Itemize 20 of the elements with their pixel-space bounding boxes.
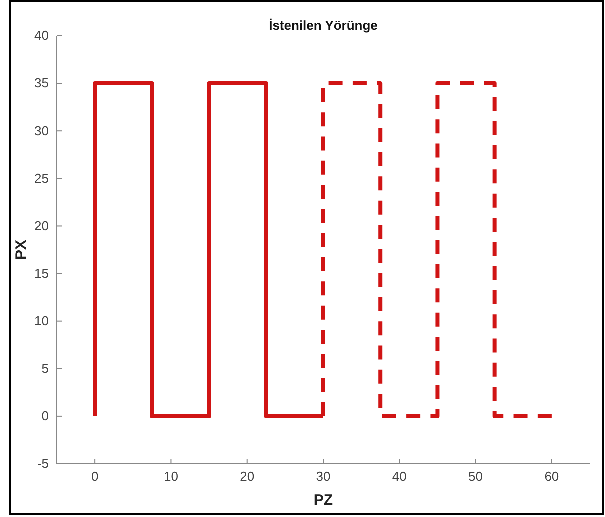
y-tick-label: 10 [34,313,49,328]
x-tick-label: 40 [392,469,407,484]
y-tick-label: 35 [34,76,49,91]
y-tick-label: 25 [34,170,49,186]
y-tick-label: 15 [34,266,49,281]
x-tick-label: 0 [91,469,99,484]
y-axis-title: PX [13,240,30,260]
y-tick-label: 0 [42,408,49,424]
y-tick-label: 20 [34,218,49,234]
x-tick-label: 60 [544,469,560,484]
y-tick-label: -5 [37,456,49,472]
chart-title: İstenilen Yörünge [269,18,378,33]
x-tick-label: 50 [468,469,484,484]
x-axis-title: PZ [314,492,334,509]
y-tick-label: 5 [42,361,49,376]
x-tick-label: 30 [316,469,331,484]
y-tick-label: 30 [34,123,49,138]
x-tick-label: 20 [240,469,255,484]
y-tick-label: 40 [34,28,49,44]
x-tick-label: 10 [164,469,178,484]
